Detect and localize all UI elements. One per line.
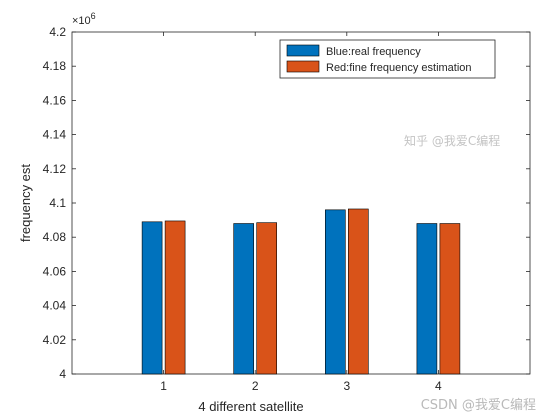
axes-box (71, 31, 531, 375)
bar-series-1 (324, 209, 346, 375)
y-tick-label: 4.18 (43, 59, 67, 73)
bar-series-2 (256, 222, 278, 375)
y-tick-label: 4.04 (43, 299, 67, 313)
x-axis-label: 4 different satellite (198, 399, 303, 414)
x-tick-label: 4 (435, 379, 442, 393)
y-tick-label: 4.2 (49, 25, 66, 39)
bar-series-2 (347, 208, 369, 375)
bar-series-1 (416, 223, 438, 375)
bar-series-2 (164, 220, 186, 375)
y-tick-label: 4.16 (43, 93, 67, 107)
y-tick-label: 4.12 (43, 162, 67, 176)
legend-swatch (286, 44, 320, 57)
legend-label: Red:fine frequency estimation (326, 62, 472, 74)
x-tick-label: 2 (252, 379, 259, 393)
bar-series-1 (141, 221, 163, 375)
y-axis-label: frequency est (18, 164, 33, 242)
y-tick-label: 4.02 (43, 333, 67, 347)
legend-swatch (286, 60, 320, 73)
y-tick-label: 4 (59, 367, 66, 381)
y-tick-label: 4.1 (49, 196, 66, 210)
y-tick-label: 4.06 (43, 264, 67, 278)
y-exponent-label: ×106 (72, 11, 96, 27)
bar-series-1 (233, 223, 254, 375)
x-tick-label: 3 (343, 379, 350, 393)
bar-series-2 (439, 223, 461, 375)
x-tick-label: 1 (160, 379, 167, 393)
watermark-top: 知乎 @我爱C编程 (404, 134, 501, 148)
watermark-bottom: CSDN @我爱C编程 (420, 398, 536, 413)
y-tick-label: 4.08 (43, 230, 67, 244)
legend-label: Blue:real frequency (326, 46, 421, 58)
y-tick-label: 4.14 (43, 128, 67, 142)
plot-area: 4 4.02 4.04 4.06 4.08 4.1 4.12 4.14 4.16 4.18 4.2 ×… (18, 11, 531, 414)
